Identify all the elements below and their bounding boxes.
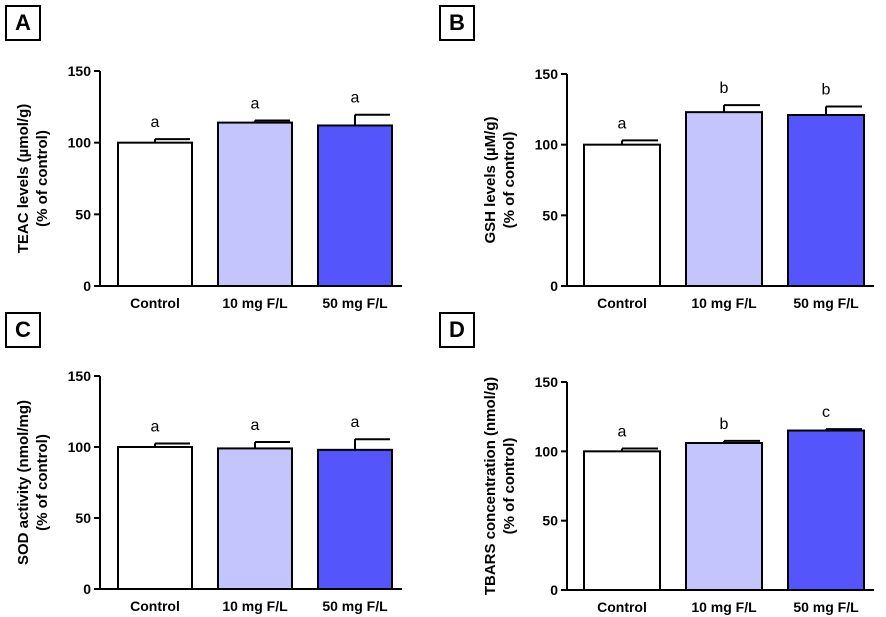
- category-label: 10 mg F/L: [222, 295, 288, 311]
- chart-a: 0 50 100 150 a Control a 10 mg F/L a 50 mg F/L TEA…: [15, 63, 402, 311]
- y-tick-label: 50: [542, 207, 558, 223]
- significance-label: a: [618, 424, 627, 441]
- panel-label-c: C: [5, 312, 41, 348]
- panel-letter: C: [15, 317, 31, 342]
- y-axis-subtitle: (% of control): [501, 132, 518, 229]
- category-label: Control: [130, 598, 180, 614]
- category-label: Control: [597, 599, 647, 615]
- category-label: 10 mg F/L: [222, 598, 288, 614]
- y-tick-label: 50: [75, 206, 91, 222]
- bar: [787, 113, 865, 287]
- significance-label: b: [720, 416, 729, 433]
- y-axis-subtitle: (% of control): [34, 130, 51, 227]
- significance-label: a: [351, 90, 360, 107]
- bar: [217, 121, 293, 287]
- y-tick-label: 150: [535, 66, 559, 82]
- significance-label: a: [251, 95, 260, 112]
- significance-label: a: [251, 417, 260, 434]
- y-tick-label: 0: [83, 581, 91, 597]
- significance-label: b: [822, 82, 831, 99]
- y-tick-label: 100: [535, 443, 559, 459]
- chart-c: 0 50 100 150 a Control a 10 mg F/L a 50 mg F/L SOD…: [15, 368, 402, 614]
- bar: [117, 141, 193, 287]
- significance-label: a: [618, 115, 627, 132]
- significance-label: c: [822, 404, 830, 421]
- panel-letter: B: [449, 10, 465, 35]
- y-tick-label: 0: [83, 278, 91, 294]
- category-label: 10 mg F/L: [691, 295, 757, 311]
- category-label: 10 mg F/L: [691, 599, 757, 615]
- y-axis-subtitle: (% of control): [34, 434, 51, 531]
- bar: [217, 447, 293, 590]
- bar: [583, 450, 661, 592]
- bar: [685, 111, 763, 287]
- category-label: Control: [130, 295, 180, 311]
- bar: [685, 442, 763, 591]
- category-label: 50 mg F/L: [322, 295, 388, 311]
- significance-label: b: [720, 80, 729, 97]
- category-label: Control: [597, 295, 647, 311]
- y-tick-label: 50: [542, 513, 558, 529]
- panel-label-a: A: [5, 5, 41, 41]
- category-label: 50 mg F/L: [322, 598, 388, 614]
- significance-label: a: [151, 114, 160, 131]
- category-label: 50 mg F/L: [793, 599, 859, 615]
- y-tick-label: 150: [68, 63, 92, 79]
- y-axis-title: GSH levels (µM/g): [482, 116, 499, 243]
- panel-label-b: B: [439, 5, 475, 41]
- y-axis-subtitle: (% of control): [501, 438, 518, 535]
- bar: [787, 429, 865, 591]
- y-axis-title: SOD activity (nmol/mg): [15, 400, 32, 565]
- y-tick-label: 150: [68, 368, 92, 384]
- panel-letter: D: [449, 317, 465, 342]
- significance-label: a: [151, 418, 160, 435]
- y-tick-label: 100: [535, 137, 559, 153]
- y-tick-label: 100: [68, 439, 92, 455]
- chart-b: 0 50 100 150 a Control b 10 mg F/L b 50 mg F/L GSH…: [482, 66, 874, 311]
- bar: [317, 448, 393, 590]
- y-axis-title: TEAC levels (µmol/g): [15, 104, 32, 254]
- panel-letter: A: [15, 10, 31, 35]
- bar: [317, 124, 393, 288]
- y-tick-label: 150: [535, 374, 559, 390]
- chart-d: 0 50 100 150 a Control b 10 mg F/L c 50 mg F/L TBA…: [482, 374, 874, 615]
- y-tick-label: 0: [550, 582, 558, 598]
- bar: [117, 446, 193, 590]
- panel-label-d: D: [439, 312, 475, 348]
- category-label: 50 mg F/L: [793, 295, 859, 311]
- bar: [583, 143, 661, 287]
- y-axis-title: TBARS concentration (nmol/g): [482, 377, 499, 595]
- y-tick-label: 0: [550, 278, 558, 294]
- significance-label: a: [351, 414, 360, 431]
- y-tick-label: 50: [75, 510, 91, 526]
- y-tick-label: 100: [68, 135, 92, 151]
